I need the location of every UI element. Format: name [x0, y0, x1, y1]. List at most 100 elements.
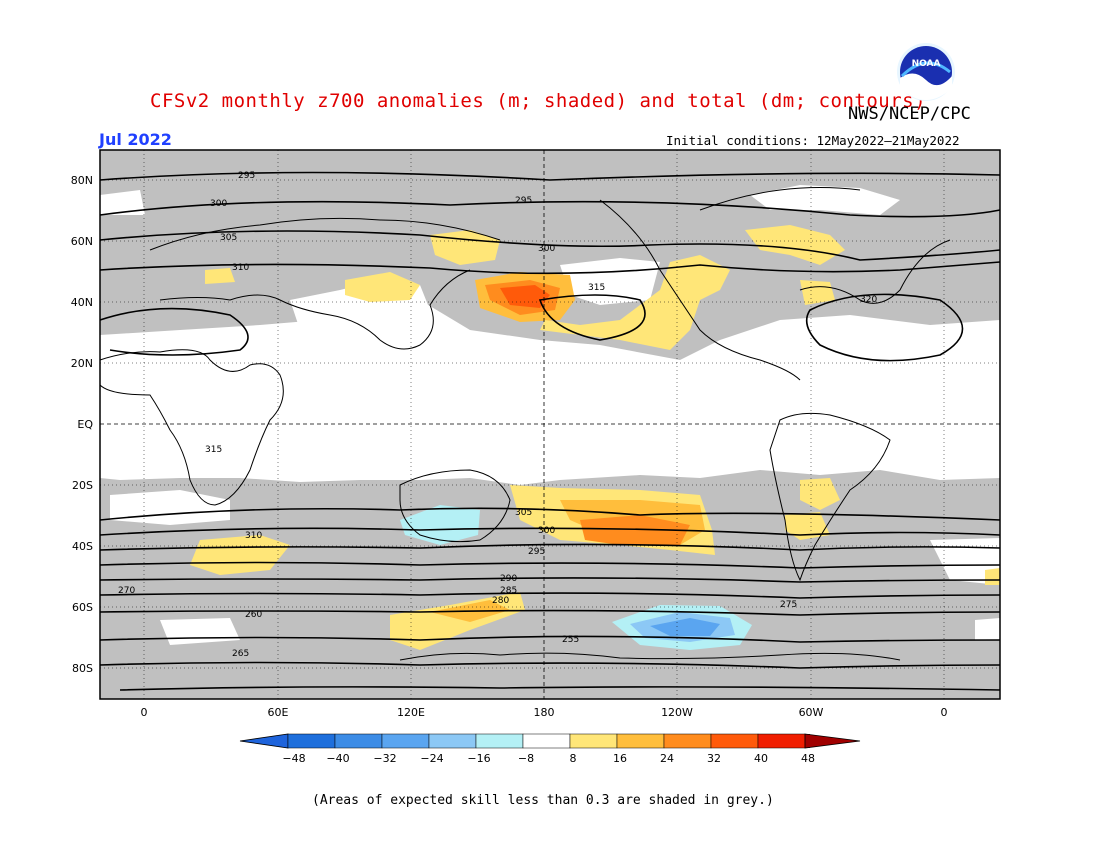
contour-label: 305: [515, 508, 532, 518]
contour-label: 270: [118, 586, 135, 596]
contour-280-south: [99, 592, 1001, 599]
forecast-period: Jul 2022: [99, 130, 172, 149]
colorbar-swatch: [522, 733, 571, 749]
contour-label: 295: [238, 171, 255, 181]
skill-white-tropics: [100, 295, 1000, 485]
noaa-logo-icon: NOAA: [897, 43, 955, 101]
lat-label: 60S: [72, 601, 93, 614]
lat-label: 20S: [72, 479, 93, 492]
contour-label-group: 295 300 305 310 315 320 300 295 315 310 …: [118, 171, 877, 659]
contour-label: 315: [588, 283, 605, 293]
contour-label: 310: [232, 263, 249, 273]
contour-315-africa: [99, 307, 249, 356]
coast-arctic: [699, 187, 861, 211]
contour-label: 295: [528, 547, 545, 557]
contour-label: 265: [232, 649, 249, 659]
contour-300-north: [99, 200, 1001, 218]
skill-white-atlantic: [100, 190, 145, 215]
anomaly-positive-siberia: [430, 230, 500, 265]
coast-eurasia-south: [159, 269, 471, 350]
anomaly-positive-canada: [745, 225, 845, 265]
contour-295-north: [99, 171, 1001, 181]
latitude-labels: 80N 60N 40N 20N EQ 20S 40S 60S 80S: [71, 174, 94, 675]
colorbar-label: 16: [613, 752, 627, 765]
colorbar-label: −40: [326, 752, 349, 765]
colorbar-swatch: [381, 733, 430, 749]
colorbar-label: −24: [420, 752, 443, 765]
anomaly-strong-amundsen: [650, 618, 720, 636]
colorbar-swatch: [710, 733, 759, 749]
colorbar-label: 48: [801, 752, 815, 765]
colorbar-swatch: [334, 733, 383, 749]
contour-285-south: [99, 577, 1001, 583]
colorbar-swatch: [757, 733, 806, 749]
anomaly-positive-europe: [205, 268, 235, 284]
height-contours: [99, 171, 1001, 691]
contour-label: 310: [245, 531, 262, 541]
contour-270-south: [99, 609, 1001, 616]
contour-label: 300: [538, 244, 555, 254]
colorbar-label: −8: [518, 752, 534, 765]
lon-label: 60E: [268, 706, 289, 719]
contour-label: 300: [210, 199, 227, 209]
colorbar-label: 40: [754, 752, 768, 765]
map-panel: [100, 150, 1000, 699]
contour-300-south: [99, 527, 1001, 536]
lon-label: 0: [141, 706, 148, 719]
lon-label: 60W: [799, 706, 824, 719]
contour-305-south: [99, 507, 1001, 521]
contour-315-pacific-high: [538, 294, 646, 341]
colorbar-swatch: [475, 733, 524, 749]
contour-265-south: [99, 635, 1001, 643]
anomaly-positive-chile: [785, 512, 830, 540]
lat-label: 80N: [71, 174, 93, 187]
colorbar-label: 8: [570, 752, 577, 765]
contour-label: 285: [500, 586, 517, 596]
coast-antarctica: [399, 652, 901, 661]
lat-label: 40S: [72, 540, 93, 553]
lat-label: 80S: [72, 662, 93, 675]
contour-label: 300: [538, 526, 555, 536]
skill-white-so2: [975, 618, 1000, 640]
colorbar-swatch: [287, 733, 336, 749]
contour-label: 305: [220, 233, 237, 243]
contour-label: 290: [500, 574, 517, 584]
colorbar-swatch: [616, 733, 665, 749]
colorbar-label: 24: [660, 752, 674, 765]
chart-title: CFSv2 monthly z700 anomalies (m; shaded)…: [150, 90, 927, 112]
contour-260-south: [99, 661, 1001, 669]
contour-295-south: [99, 543, 1001, 551]
anomaly-positive-nepac: [540, 255, 730, 350]
coastlines: [99, 187, 951, 661]
contour-290-south: [99, 561, 1001, 569]
contour-255-south: [119, 686, 1001, 691]
contour-label: 255: [562, 635, 579, 645]
coast-samerica: [769, 412, 891, 582]
colorbar-label: −48: [282, 752, 305, 765]
skill-white-sw: [930, 538, 1000, 585]
lon-label: 180: [534, 706, 555, 719]
contour-305-north: [99, 230, 1001, 261]
lat-label: 60N: [71, 235, 93, 248]
colorbar-swatch: [569, 733, 618, 749]
lon-label: 120E: [397, 706, 425, 719]
skill-footnote: (Areas of expected skill less than 0.3 a…: [312, 793, 774, 808]
contour-310-north: [99, 261, 1001, 275]
colorbar-high-arrow: [804, 733, 861, 749]
contour-label: 295: [515, 196, 532, 206]
anomaly-positive-samerica: [800, 478, 840, 510]
coast-namerica-west: [599, 199, 801, 381]
anomaly-positive-mongolia: [345, 272, 420, 302]
contour-label: 275: [780, 600, 797, 610]
lat-label: 40N: [71, 296, 93, 309]
colorbar-label: −16: [467, 752, 490, 765]
lat-label: EQ: [77, 418, 93, 431]
colorbar-swatch: [428, 733, 477, 749]
lon-label: 0: [941, 706, 948, 719]
contour-label: 320: [860, 295, 877, 305]
anomaly-positive-satl: [985, 568, 1000, 585]
agency-label: NWS/NCEP/CPC: [848, 104, 971, 124]
colorbar-swatch: [663, 733, 712, 749]
anomaly-positive-sindian: [190, 535, 290, 575]
